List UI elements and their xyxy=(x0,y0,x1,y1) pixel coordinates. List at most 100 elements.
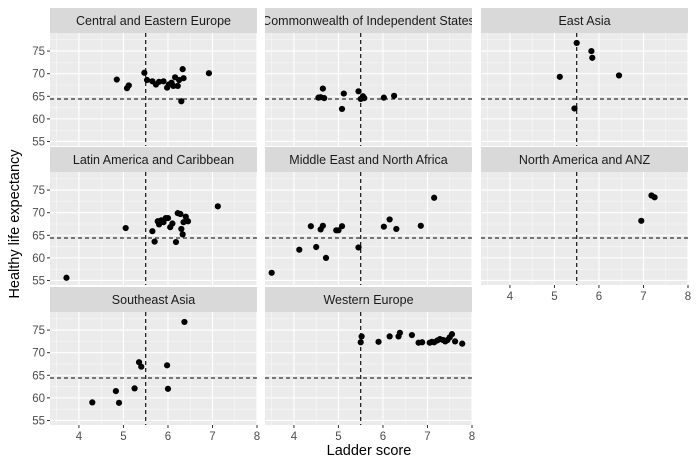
data-point xyxy=(164,215,172,222)
facet-panel: Southeast Asia 55 60 65 70 75 4 5 6 7 8 xyxy=(32,287,260,443)
data-point xyxy=(451,338,459,345)
data-point xyxy=(138,363,145,370)
data-point xyxy=(322,254,330,261)
data-point xyxy=(180,75,187,82)
data-point xyxy=(588,47,595,55)
facet-panel: Western Europe 4 5 6 7 8 xyxy=(265,287,475,443)
y-tick-label: 70 xyxy=(32,208,45,220)
data-point xyxy=(268,269,275,276)
x-tick-label: 7 xyxy=(640,291,646,303)
x-tick-label: 5 xyxy=(335,431,341,443)
data-point xyxy=(155,78,163,85)
data-point xyxy=(335,227,342,234)
data-point xyxy=(386,333,393,340)
facet-strip xyxy=(481,8,688,33)
facet-strip xyxy=(265,287,472,312)
x-tick-label: 5 xyxy=(551,291,557,303)
data-point xyxy=(589,54,596,61)
x-tick-label: 4 xyxy=(76,431,83,443)
data-point xyxy=(112,388,119,395)
data-point xyxy=(571,105,578,112)
data-point xyxy=(177,210,184,218)
facet-title: Southeast Asia xyxy=(112,293,195,307)
y-tick-label: 70 xyxy=(32,348,45,360)
facet-strip xyxy=(265,8,472,33)
facet-panel: North America and ANZ 4 5 6 7 8 xyxy=(481,147,691,303)
x-tick-label: 8 xyxy=(469,431,475,443)
facet-title: Middle East and North Africa xyxy=(289,153,447,167)
y-tick-label: 60 xyxy=(32,393,45,405)
facet-strip xyxy=(481,147,688,172)
x-tick-label: 8 xyxy=(685,291,691,303)
data-point xyxy=(396,329,403,336)
x-tick-label: 6 xyxy=(380,431,386,443)
data-point xyxy=(321,94,328,102)
x-tick-label: 5 xyxy=(120,431,126,443)
data-point xyxy=(380,94,387,101)
x-tick-label: 7 xyxy=(209,431,215,443)
data-point xyxy=(184,218,192,225)
facet-strip xyxy=(50,8,257,33)
data-point xyxy=(556,73,563,80)
data-point xyxy=(205,70,213,77)
y-tick-label: 60 xyxy=(32,114,45,126)
data-point xyxy=(181,318,188,326)
panel-background xyxy=(265,312,472,425)
panel-background xyxy=(481,33,688,146)
data-point xyxy=(355,88,362,95)
facet-strip xyxy=(50,147,257,172)
y-tick-label: 55 xyxy=(32,136,45,148)
facet-title: Commonwealth of Independent States xyxy=(262,14,475,28)
facet-panel: Middle East and North Africa xyxy=(265,147,473,285)
facet-panel: Central and Eastern Europe 55 60 65 70 75 xyxy=(32,8,258,148)
data-point xyxy=(375,338,382,345)
data-point xyxy=(125,82,132,89)
data-point xyxy=(122,224,129,232)
data-point xyxy=(115,399,123,406)
y-tick-label: 65 xyxy=(32,91,45,103)
data-point xyxy=(573,39,580,47)
data-point xyxy=(143,76,151,84)
data-point xyxy=(151,238,158,245)
y-tick-label: 65 xyxy=(32,370,45,382)
facet-panel: East Asia xyxy=(481,8,689,146)
data-point xyxy=(214,203,221,210)
data-point xyxy=(141,69,148,76)
data-point xyxy=(448,331,456,338)
y-tick-label: 75 xyxy=(32,46,45,58)
data-point xyxy=(357,339,364,346)
panel-background xyxy=(50,312,257,425)
data-point xyxy=(163,362,171,369)
x-tick-label: 6 xyxy=(596,291,602,303)
data-point xyxy=(113,76,120,83)
panel-background xyxy=(265,172,472,285)
panel-background xyxy=(481,172,688,285)
x-tick-label: 8 xyxy=(254,431,260,443)
data-point xyxy=(361,94,368,102)
data-point xyxy=(178,98,185,105)
facet-panel: Commonwealth of Independent States xyxy=(262,8,475,146)
x-axis-title: Ladder score xyxy=(327,443,412,459)
x-tick-label: 7 xyxy=(424,431,430,443)
data-point xyxy=(393,225,400,233)
data-point xyxy=(179,231,186,238)
y-tick-label: 65 xyxy=(32,230,45,242)
x-tick-label: 4 xyxy=(507,291,514,303)
facet-panel: Latin America and Caribbean 55 60 65 70 75 xyxy=(32,147,258,287)
y-tick-label: 75 xyxy=(32,325,45,337)
facet-strip xyxy=(265,147,472,172)
data-point xyxy=(431,194,438,201)
data-point xyxy=(386,216,393,223)
panel-background xyxy=(50,33,257,146)
data-point xyxy=(615,72,623,79)
y-tick-label: 55 xyxy=(32,275,45,287)
y-tick-label: 70 xyxy=(32,69,45,81)
data-point xyxy=(160,78,167,85)
data-point xyxy=(340,90,347,97)
data-point xyxy=(149,228,156,235)
data-point xyxy=(178,225,185,233)
y-tick-label: 60 xyxy=(32,253,45,265)
data-point xyxy=(169,220,176,227)
data-point xyxy=(358,333,365,340)
x-tick-label: 6 xyxy=(165,431,171,443)
